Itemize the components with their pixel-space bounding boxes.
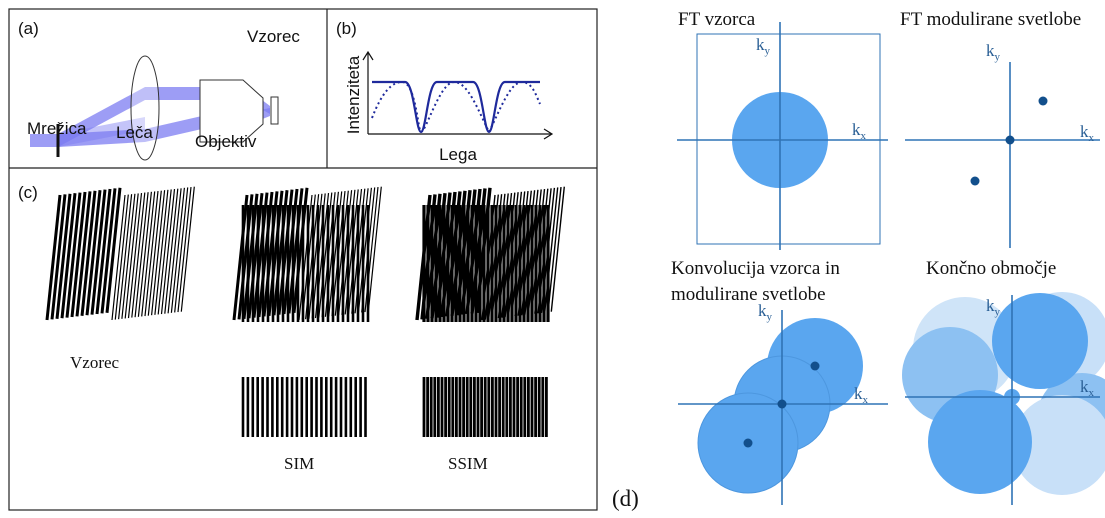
stripe <box>158 189 171 314</box>
lens-label: Leča <box>116 123 153 142</box>
stripe <box>148 191 161 316</box>
sim-label: SIM <box>284 454 314 473</box>
plot-title: FT vzorca <box>678 9 756 30</box>
axis-subscript: x <box>863 394 869 406</box>
axis-label: ky <box>986 41 1001 63</box>
curve-dotted <box>372 82 540 132</box>
dot <box>778 400 787 409</box>
objective-label: Objektiv <box>195 132 257 151</box>
stripe <box>175 187 188 312</box>
plot-title: Konvolucija vzorca in <box>671 258 840 279</box>
stripe <box>155 190 168 315</box>
stripe <box>165 189 178 314</box>
axes <box>363 52 552 139</box>
stripe <box>178 187 191 312</box>
y-axis-label: Intenziteta <box>344 55 363 134</box>
axis-label: kx <box>854 384 869 406</box>
axis-subscript: y <box>995 306 1001 318</box>
stripe <box>358 188 371 313</box>
region <box>992 293 1088 389</box>
axis-label: ky <box>756 35 771 57</box>
axis-subscript: y <box>765 45 771 57</box>
stripe <box>138 192 151 317</box>
stripe <box>319 193 332 318</box>
curve <box>372 82 540 132</box>
stripe <box>171 188 184 313</box>
stripe <box>142 191 155 316</box>
axis-subscript: x <box>1089 132 1095 144</box>
panel-label: (a) <box>18 19 39 38</box>
axis-label: kx <box>1080 122 1095 144</box>
figure: (a) Vzorec Mrežica Leča Objektiv (b) Int… <box>0 0 1105 518</box>
stripe <box>339 190 352 315</box>
stripe <box>145 191 158 316</box>
axis-subscript: y <box>995 51 1001 63</box>
panel-label: (d) <box>612 486 639 511</box>
axis-label: kx <box>852 120 867 142</box>
stripe <box>152 190 165 315</box>
panel-label: (c) <box>18 183 38 202</box>
dot <box>1039 97 1048 106</box>
plot-title: Končno območje <box>926 258 1056 279</box>
region <box>928 390 1032 494</box>
stripe <box>368 187 381 312</box>
panel-label: (b) <box>336 19 357 38</box>
stripe <box>349 189 362 314</box>
x-axis-label: Lega <box>439 145 477 164</box>
grating-label: Mrežica <box>27 119 87 138</box>
axis-subscript: y <box>767 311 773 323</box>
plot-title: FT modulirane svetlobe <box>900 9 1081 30</box>
stripe <box>122 194 135 319</box>
stripe <box>132 193 145 318</box>
stripe <box>181 187 194 312</box>
ssim-label: SSIM <box>448 454 488 473</box>
axis-subscript: x <box>861 130 867 142</box>
panel-d: FT vzorca kx ky FT modulirane svetlobe kx ky K… <box>671 9 1105 505</box>
plot-title: modulirane svetlobe <box>671 284 826 305</box>
dot <box>811 362 820 371</box>
stripe <box>162 189 175 314</box>
stripe-patterns <box>47 187 564 437</box>
sample-label: Vzorec <box>70 353 120 372</box>
lens <box>131 56 159 160</box>
stripe <box>119 194 132 319</box>
stripe <box>135 192 148 317</box>
sample-slide <box>271 97 278 124</box>
dot <box>1006 136 1015 145</box>
axis-label: ky <box>986 296 1001 318</box>
axis-subscript: x <box>1089 387 1095 399</box>
dot <box>971 177 980 186</box>
stripe <box>309 194 322 319</box>
stripe <box>329 191 342 316</box>
stripe <box>125 193 138 318</box>
stripe <box>129 193 142 318</box>
dot <box>744 439 753 448</box>
sample-label: Vzorec <box>247 27 300 46</box>
stripe <box>168 188 181 313</box>
